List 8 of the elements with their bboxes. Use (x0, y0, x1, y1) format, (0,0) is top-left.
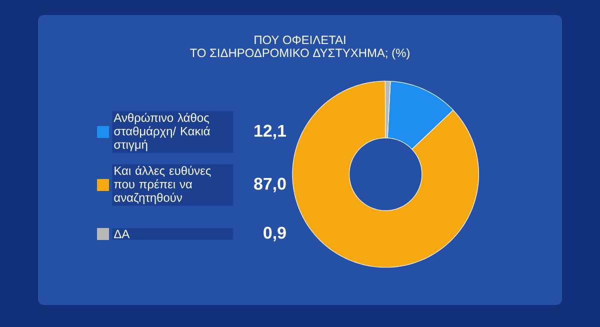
data-label: 0,9 (264, 226, 286, 242)
data-label: 87,0 (254, 178, 286, 192)
data-label: 12,1 (254, 124, 286, 140)
legend-label: Ανθρώπινο λάθος σταθμάρχη/ Κακιά στιγμή (114, 112, 210, 152)
chart-title: ΠΟΥ ΟΦΕΙΛΕΤΑΙ (254, 36, 346, 44)
legend-label: ΔΑ (114, 230, 130, 238)
legend-label: Και άλλες ευθύνες που πρέπει να αναζητηθούν (114, 166, 211, 204)
chart-subtitle: ΤΟ ΣΙΔΗΡΟΔΡΟΜΙΚΟ ΔΥΣΤΥΧΗΜΑ; (%) (190, 48, 410, 60)
